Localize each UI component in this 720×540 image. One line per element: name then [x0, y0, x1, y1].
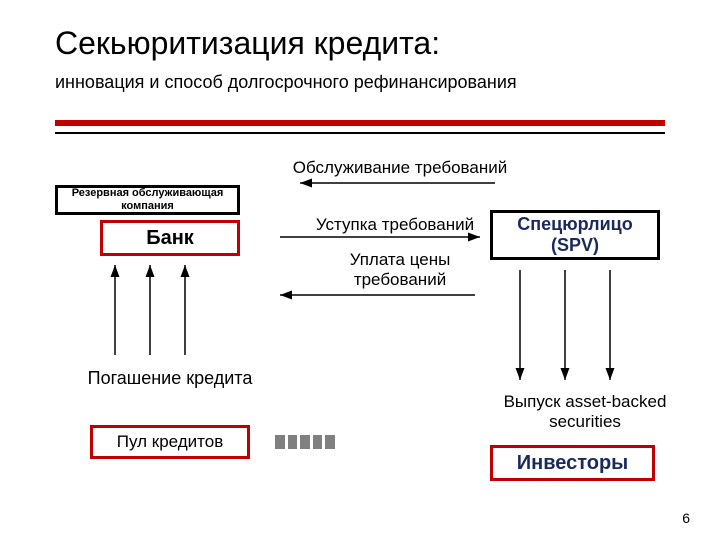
dash-decor — [275, 435, 335, 449]
arrows-layer — [0, 0, 720, 540]
dash-segment — [300, 435, 310, 449]
page-number: 6 — [682, 510, 690, 526]
dash-segment — [325, 435, 335, 449]
dash-segment — [275, 435, 285, 449]
slide-stage: Секьюритизация кредита: инновация и спос… — [0, 0, 720, 540]
dash-segment — [288, 435, 298, 449]
dash-segment — [313, 435, 323, 449]
